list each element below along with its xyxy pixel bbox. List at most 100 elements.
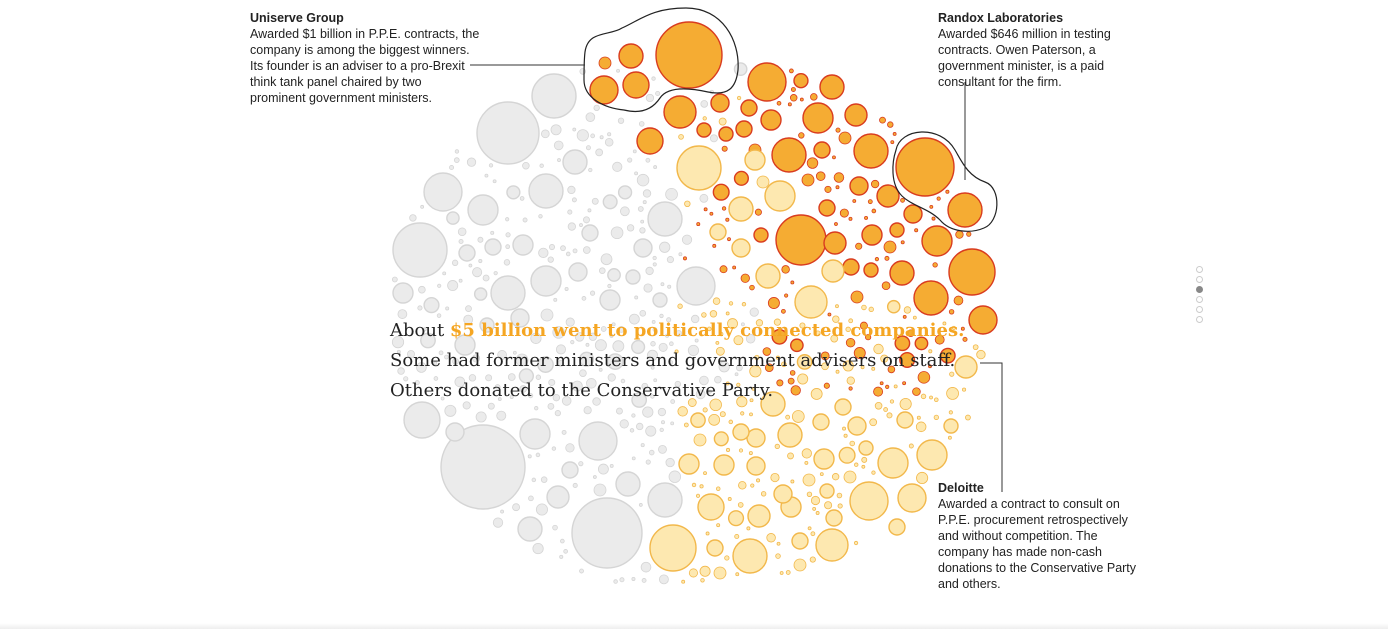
bubble <box>645 93 655 103</box>
bubble <box>855 242 863 250</box>
bubble <box>775 355 780 360</box>
scroll-dot-3[interactable] <box>1196 286 1203 293</box>
bubble <box>728 419 734 425</box>
scroll-dot-6[interactable] <box>1196 316 1203 323</box>
bubble <box>785 414 791 420</box>
bubble <box>633 238 653 258</box>
bubble <box>512 503 521 512</box>
bubble <box>946 387 959 400</box>
bubble <box>804 460 809 465</box>
bubble <box>683 256 687 261</box>
bubble <box>939 347 956 364</box>
bubble <box>764 180 796 212</box>
bubble <box>661 420 665 425</box>
bubble <box>881 281 891 291</box>
bubble <box>607 268 621 282</box>
bubble <box>799 97 804 102</box>
bubble <box>617 325 625 333</box>
scroll-dot-5[interactable] <box>1196 306 1203 313</box>
bubble <box>716 486 721 491</box>
bubble <box>917 371 931 384</box>
bubble <box>565 251 571 257</box>
bubble <box>497 397 502 401</box>
bubble <box>582 246 591 254</box>
bubble <box>747 62 787 102</box>
bubble <box>819 483 835 499</box>
bubble <box>488 163 494 168</box>
bubble <box>849 176 869 196</box>
bubble <box>766 533 776 543</box>
bubble <box>438 350 444 356</box>
bubble <box>849 440 855 447</box>
bubble <box>823 231 847 255</box>
bubble <box>642 189 652 198</box>
bubble <box>462 401 471 410</box>
bubble <box>899 397 912 411</box>
bubble <box>874 401 883 410</box>
annotation-title: Deloitte <box>938 481 984 495</box>
bubble <box>482 274 490 282</box>
bubble <box>835 127 841 133</box>
bubble <box>949 371 955 377</box>
bubble <box>852 199 857 203</box>
bubble <box>557 158 561 162</box>
bubble <box>418 285 426 294</box>
bubble <box>555 344 566 355</box>
bubble <box>883 240 897 254</box>
bubble <box>688 568 698 578</box>
bubble <box>732 265 737 270</box>
bubble <box>749 365 762 378</box>
bubble <box>391 336 405 349</box>
bubble <box>838 131 852 145</box>
bubble <box>721 145 728 152</box>
bubble <box>458 244 476 262</box>
bubble <box>712 183 730 201</box>
bubble <box>734 372 739 377</box>
bubble <box>966 231 972 237</box>
bubble <box>776 541 781 546</box>
bubble <box>863 262 879 278</box>
bubble <box>871 470 876 475</box>
bubble <box>638 121 645 127</box>
bubble <box>728 301 734 306</box>
bubble <box>592 397 601 406</box>
bubble <box>790 87 796 92</box>
bubble <box>653 165 658 169</box>
bubble <box>798 132 805 139</box>
scroll-dot-4[interactable] <box>1196 296 1203 303</box>
bubble <box>916 439 948 471</box>
bubble <box>705 531 710 536</box>
bubble <box>616 407 623 415</box>
bubble <box>668 470 682 483</box>
bubble <box>879 381 884 386</box>
scroll-dot-2[interactable] <box>1196 276 1203 283</box>
bubble <box>903 306 912 314</box>
bubble <box>874 257 880 262</box>
bubble <box>848 386 853 391</box>
bubble <box>631 456 636 461</box>
bubble <box>629 428 635 433</box>
bubble <box>447 280 459 292</box>
bubble <box>445 306 450 311</box>
bubble <box>733 170 749 186</box>
bubble <box>652 255 657 261</box>
bubble <box>815 528 849 562</box>
bubble <box>667 284 672 289</box>
bubble <box>645 157 651 163</box>
bubble <box>861 224 883 246</box>
bubble <box>599 267 606 275</box>
bubble <box>889 222 905 238</box>
bubble <box>767 297 780 309</box>
bubble <box>440 396 445 401</box>
annotation-uniserve: Uniserve Group Awarded $1 billion in P.P… <box>250 10 480 106</box>
scroll-dot-1[interactable] <box>1196 266 1203 273</box>
bubble <box>451 259 459 266</box>
bubble <box>734 533 740 539</box>
bubble <box>844 103 868 127</box>
bubble <box>834 398 852 416</box>
bubble <box>756 478 761 483</box>
bubble <box>560 538 565 544</box>
bubble <box>607 283 612 289</box>
bubble <box>824 501 833 510</box>
bubble <box>873 343 884 355</box>
